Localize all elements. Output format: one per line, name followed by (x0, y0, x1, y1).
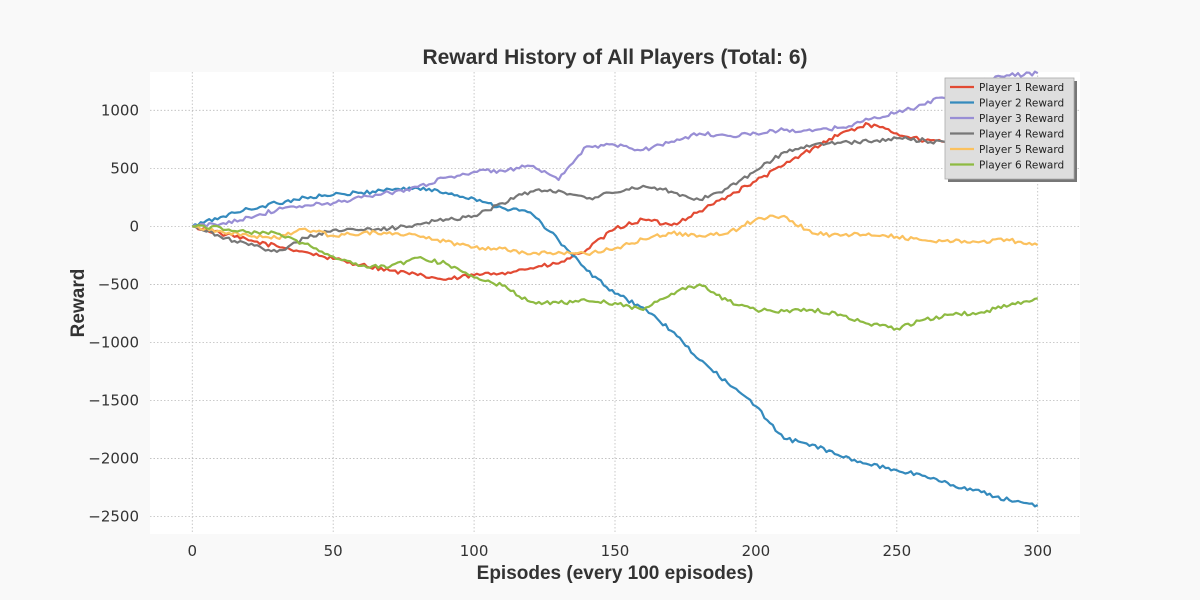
legend-label: Player 5 Reward (979, 144, 1064, 156)
x-tick-label: 0 (187, 542, 197, 560)
y-axis-ticks: 1000 500 0 −500 −1000 −1500 −2000 −2500 (88, 101, 139, 525)
y-tick-label: −2500 (88, 508, 139, 526)
chart-title: Reward History of All Players (Total: 6) (422, 46, 807, 69)
x-tick-label: 100 (460, 542, 489, 560)
legend-label: Player 1 Reward (979, 82, 1064, 94)
series-line (191, 70, 1039, 228)
x-tick-label: 50 (324, 542, 343, 560)
series-line (192, 224, 1038, 331)
series-lines (191, 70, 1039, 508)
x-tick-label: 300 (1023, 542, 1052, 560)
legend: Player 1 Reward Player 2 Reward Player 3 R… (944, 77, 1077, 182)
y-tick-label: 500 (110, 159, 139, 177)
x-tick-label: 150 (601, 542, 630, 560)
legend-box (944, 77, 1075, 180)
y-tick-label: −1000 (88, 333, 139, 351)
y-tick-label: −2000 (88, 450, 139, 468)
legend-label: Player 3 Reward (979, 113, 1064, 125)
x-tick-label: 250 (882, 542, 911, 560)
x-tick-label: 200 (742, 542, 771, 560)
y-axis-title: Reward (68, 269, 89, 338)
series-line (191, 186, 1039, 508)
x-axis-title: Episodes (every 100 episodes) (477, 563, 754, 584)
y-tick-label: −1500 (88, 392, 139, 410)
series-line (192, 214, 1039, 256)
legend-label: Player 2 Reward (979, 98, 1064, 110)
y-tick-label: 0 (129, 217, 139, 235)
y-tick-label: −500 (98, 275, 139, 293)
legend-label: Player 4 Reward (979, 129, 1064, 141)
y-tick-label: 1000 (101, 101, 139, 119)
grid-lines (150, 72, 1080, 534)
x-axis-ticks: 0 50 100 150 200 250 300 (187, 542, 1052, 560)
legend-label: Player 6 Reward (979, 160, 1064, 172)
series-line (192, 136, 1039, 253)
series-line (191, 121, 1039, 281)
